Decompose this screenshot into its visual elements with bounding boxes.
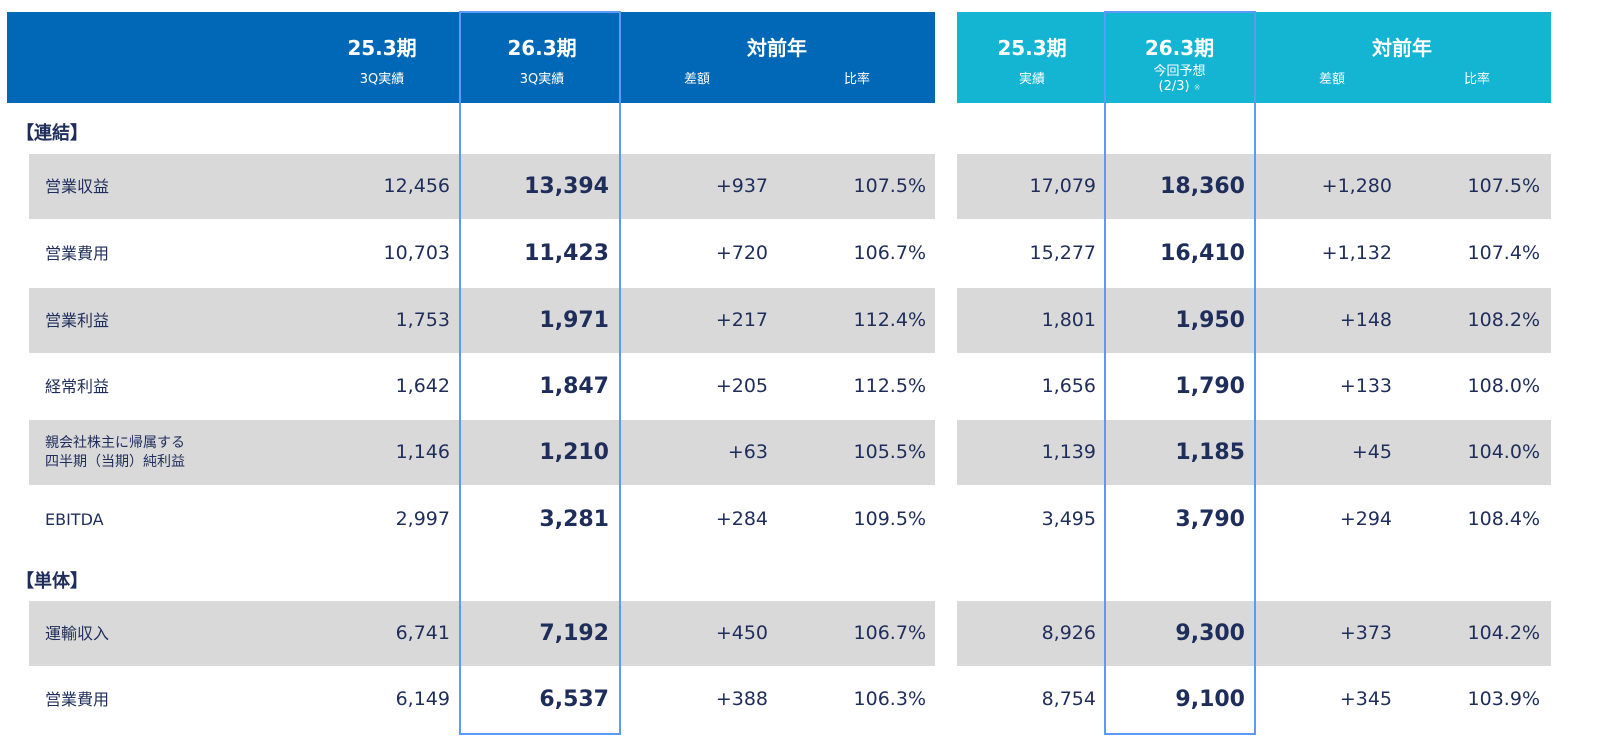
row-background (29, 288, 935, 353)
q3-diff-value: +450 (715, 622, 768, 644)
row-label: 営業費用 (45, 690, 110, 709)
q3-current-value: 1,847 (539, 374, 609, 399)
header-diff: 差額 (683, 72, 710, 87)
q3-diff-value: +284 (715, 508, 768, 530)
fy-current-value: 9,300 (1175, 621, 1245, 646)
fy-prev-value: 15,277 (1029, 242, 1096, 264)
section-consolidated: 【連結】 (16, 123, 88, 144)
q3-ratio-value: 105.5% (853, 441, 926, 463)
left-header: 25.3期 3Q実績 26.3期 3Q実績 対前年 差額 比率 (7, 12, 935, 103)
q3-prev-value: 1,642 (395, 375, 450, 397)
q3-ratio-value: 109.5% (853, 508, 926, 530)
fy-ratio-value: 103.9% (1467, 688, 1540, 710)
fy-ratio-value: 108.0% (1467, 375, 1540, 397)
header-col2-title: 26.3期 (507, 36, 577, 60)
forecast-label: 今回予想 (1153, 64, 1206, 79)
row-label: 営業収益 (45, 177, 110, 196)
fy-diff-value: +1,280 (1321, 175, 1392, 197)
section-standalone: 【単体】 (16, 571, 88, 592)
q3-current-value: 1,971 (539, 308, 609, 333)
q3-current-value: 11,423 (524, 241, 609, 266)
q3-diff-value: +63 (727, 441, 768, 463)
row-label: 営業費用 (45, 244, 110, 263)
fy-diff-value: +148 (1339, 309, 1392, 331)
fy-prev-value: 1,656 (1041, 375, 1096, 397)
q3-current-value: 3,281 (539, 507, 609, 532)
fy-current-value: 1,185 (1175, 440, 1245, 465)
fy-ratio-value: 104.2% (1467, 622, 1540, 644)
header-col1-sub: 実績 (1018, 72, 1045, 87)
row-background (29, 154, 935, 219)
q3-ratio-value: 107.5% (853, 175, 926, 197)
fy-diff-value: +294 (1339, 508, 1392, 530)
q3-ratio-value: 106.7% (853, 242, 926, 264)
fy-prev-value: 3,495 (1041, 508, 1096, 530)
q3-diff-value: +205 (715, 375, 768, 397)
header-col2-sub: 3Q実績 (519, 72, 565, 87)
header-yoy-title: 対前年 (1372, 36, 1432, 60)
header-col1-title: 25.3期 (347, 36, 417, 60)
q3-prev-value: 6,741 (395, 622, 450, 644)
q3-prev-value: 2,997 (395, 508, 450, 530)
q3-diff-value: +720 (715, 242, 768, 264)
forecast-date: (2/3) (1158, 79, 1190, 94)
q3-ratio-value: 112.5% (853, 375, 926, 397)
note-mark: ※ (1193, 83, 1201, 92)
header-col1-sub: 3Q実績 (359, 72, 405, 87)
row-label: EBITDA (45, 510, 104, 529)
fy-ratio-value: 108.2% (1467, 309, 1540, 331)
fy-ratio-value: 104.0% (1467, 441, 1540, 463)
fy-diff-value: +1,132 (1321, 242, 1392, 264)
fy-prev-value: 17,079 (1029, 175, 1096, 197)
fy-diff-value: +133 (1339, 375, 1392, 397)
header-ratio: 比率 (843, 72, 870, 87)
fy-current-value: 18,360 (1160, 174, 1245, 199)
row-background (29, 420, 935, 485)
q3-prev-value: 12,456 (383, 175, 450, 197)
fy-ratio-value: 107.4% (1467, 242, 1540, 264)
q3-prev-value: 1,146 (395, 441, 450, 463)
header-col2-title: 26.3期 (1144, 36, 1215, 60)
fy-diff-value: +373 (1339, 622, 1392, 644)
header-diff: 差額 (1318, 72, 1345, 87)
q3-current-value: 6,537 (539, 687, 609, 712)
header-ratio: 比率 (1463, 72, 1490, 87)
fy-ratio-value: 107.5% (1467, 175, 1540, 197)
q3-prev-value: 10,703 (383, 242, 450, 264)
q3-diff-value: +217 (715, 309, 768, 331)
q3-prev-value: 6,149 (395, 688, 450, 710)
highlight-box-right (1104, 11, 1256, 735)
fy-prev-value: 1,801 (1041, 309, 1096, 331)
header-yoy-title: 対前年 (747, 36, 807, 60)
q3-diff-value: +388 (715, 688, 768, 710)
highlight-box-left (459, 11, 621, 735)
header-col2-sub: 今回予想 (2/3) ※ (1107, 64, 1252, 95)
fy-prev-value: 1,139 (1041, 441, 1096, 463)
fy-current-value: 1,790 (1175, 374, 1245, 399)
q3-current-value: 1,210 (539, 440, 609, 465)
row-label: 営業利益 (45, 311, 110, 330)
fy-diff-value: +345 (1339, 688, 1392, 710)
header-col1-title: 25.3期 (997, 36, 1067, 60)
fy-prev-value: 8,754 (1041, 688, 1096, 710)
fy-current-value: 16,410 (1160, 241, 1245, 266)
fy-diff-value: +45 (1351, 441, 1392, 463)
q3-current-value: 7,192 (539, 621, 609, 646)
row-label: 運輸収入 (45, 624, 110, 643)
q3-ratio-value: 112.4% (853, 309, 926, 331)
fy-ratio-value: 108.4% (1467, 508, 1540, 530)
q3-ratio-value: 106.7% (853, 622, 926, 644)
q3-prev-value: 1,753 (395, 309, 450, 331)
fy-prev-value: 8,926 (1041, 622, 1096, 644)
fy-current-value: 1,950 (1175, 308, 1245, 333)
q3-current-value: 13,394 (524, 174, 609, 199)
row-label: 親会社株主に帰属する 四半期（当期）純利益 (45, 434, 185, 470)
fy-current-value: 9,100 (1175, 687, 1245, 712)
q3-diff-value: +937 (715, 175, 768, 197)
row-background (29, 601, 935, 666)
fy-current-value: 3,790 (1175, 507, 1245, 532)
q3-ratio-value: 106.3% (853, 688, 926, 710)
row-label: 経常利益 (45, 377, 110, 396)
